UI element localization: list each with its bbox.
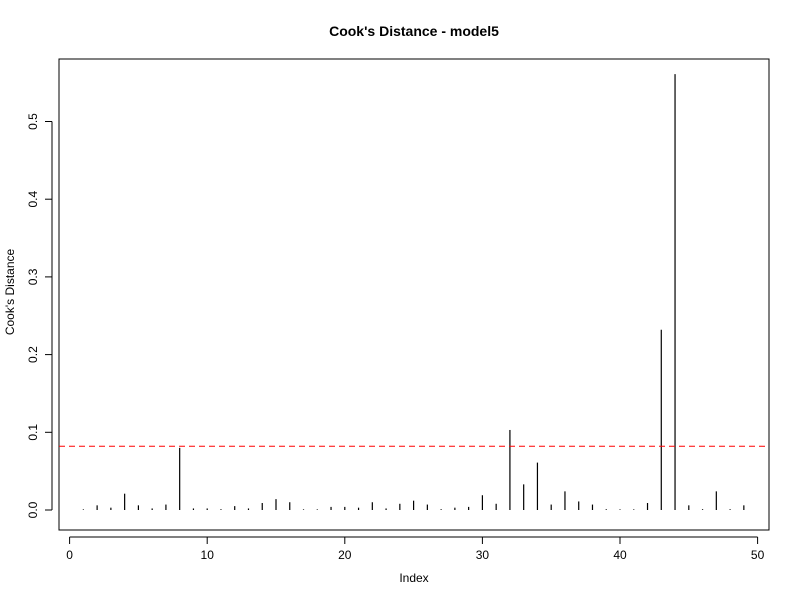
bars-group: [82, 74, 745, 510]
chart-title: Cook's Distance - model5: [329, 23, 499, 39]
y-tick-label-0.2: 0.2: [26, 346, 40, 363]
y-tick-label-0: 0.0: [26, 501, 40, 518]
x-tick-label-50: 50: [751, 548, 765, 562]
x-tick-label-10: 10: [201, 548, 215, 562]
y-tick-label-0.3: 0.3: [26, 268, 40, 285]
y-axis-label: Cook's Distance: [3, 249, 17, 336]
y-tick-label-0.5: 0.5: [26, 113, 40, 130]
x-tick-label-30: 30: [476, 548, 490, 562]
x-axis: 0 10 20 30 40 50: [66, 536, 765, 562]
plot-frame: [58, 58, 770, 531]
x-tick-label-0: 0: [66, 548, 73, 562]
y-tick-label-0.4: 0.4: [26, 191, 40, 208]
y-axis: 0.0 0.1 0.2 0.3 0.4 0.5: [26, 113, 53, 518]
x-tick-label-40: 40: [613, 548, 627, 562]
y-tick-label-0.1: 0.1: [26, 424, 40, 441]
x-tick-label-20: 20: [338, 548, 352, 562]
x-axis-label: Index: [399, 571, 428, 585]
